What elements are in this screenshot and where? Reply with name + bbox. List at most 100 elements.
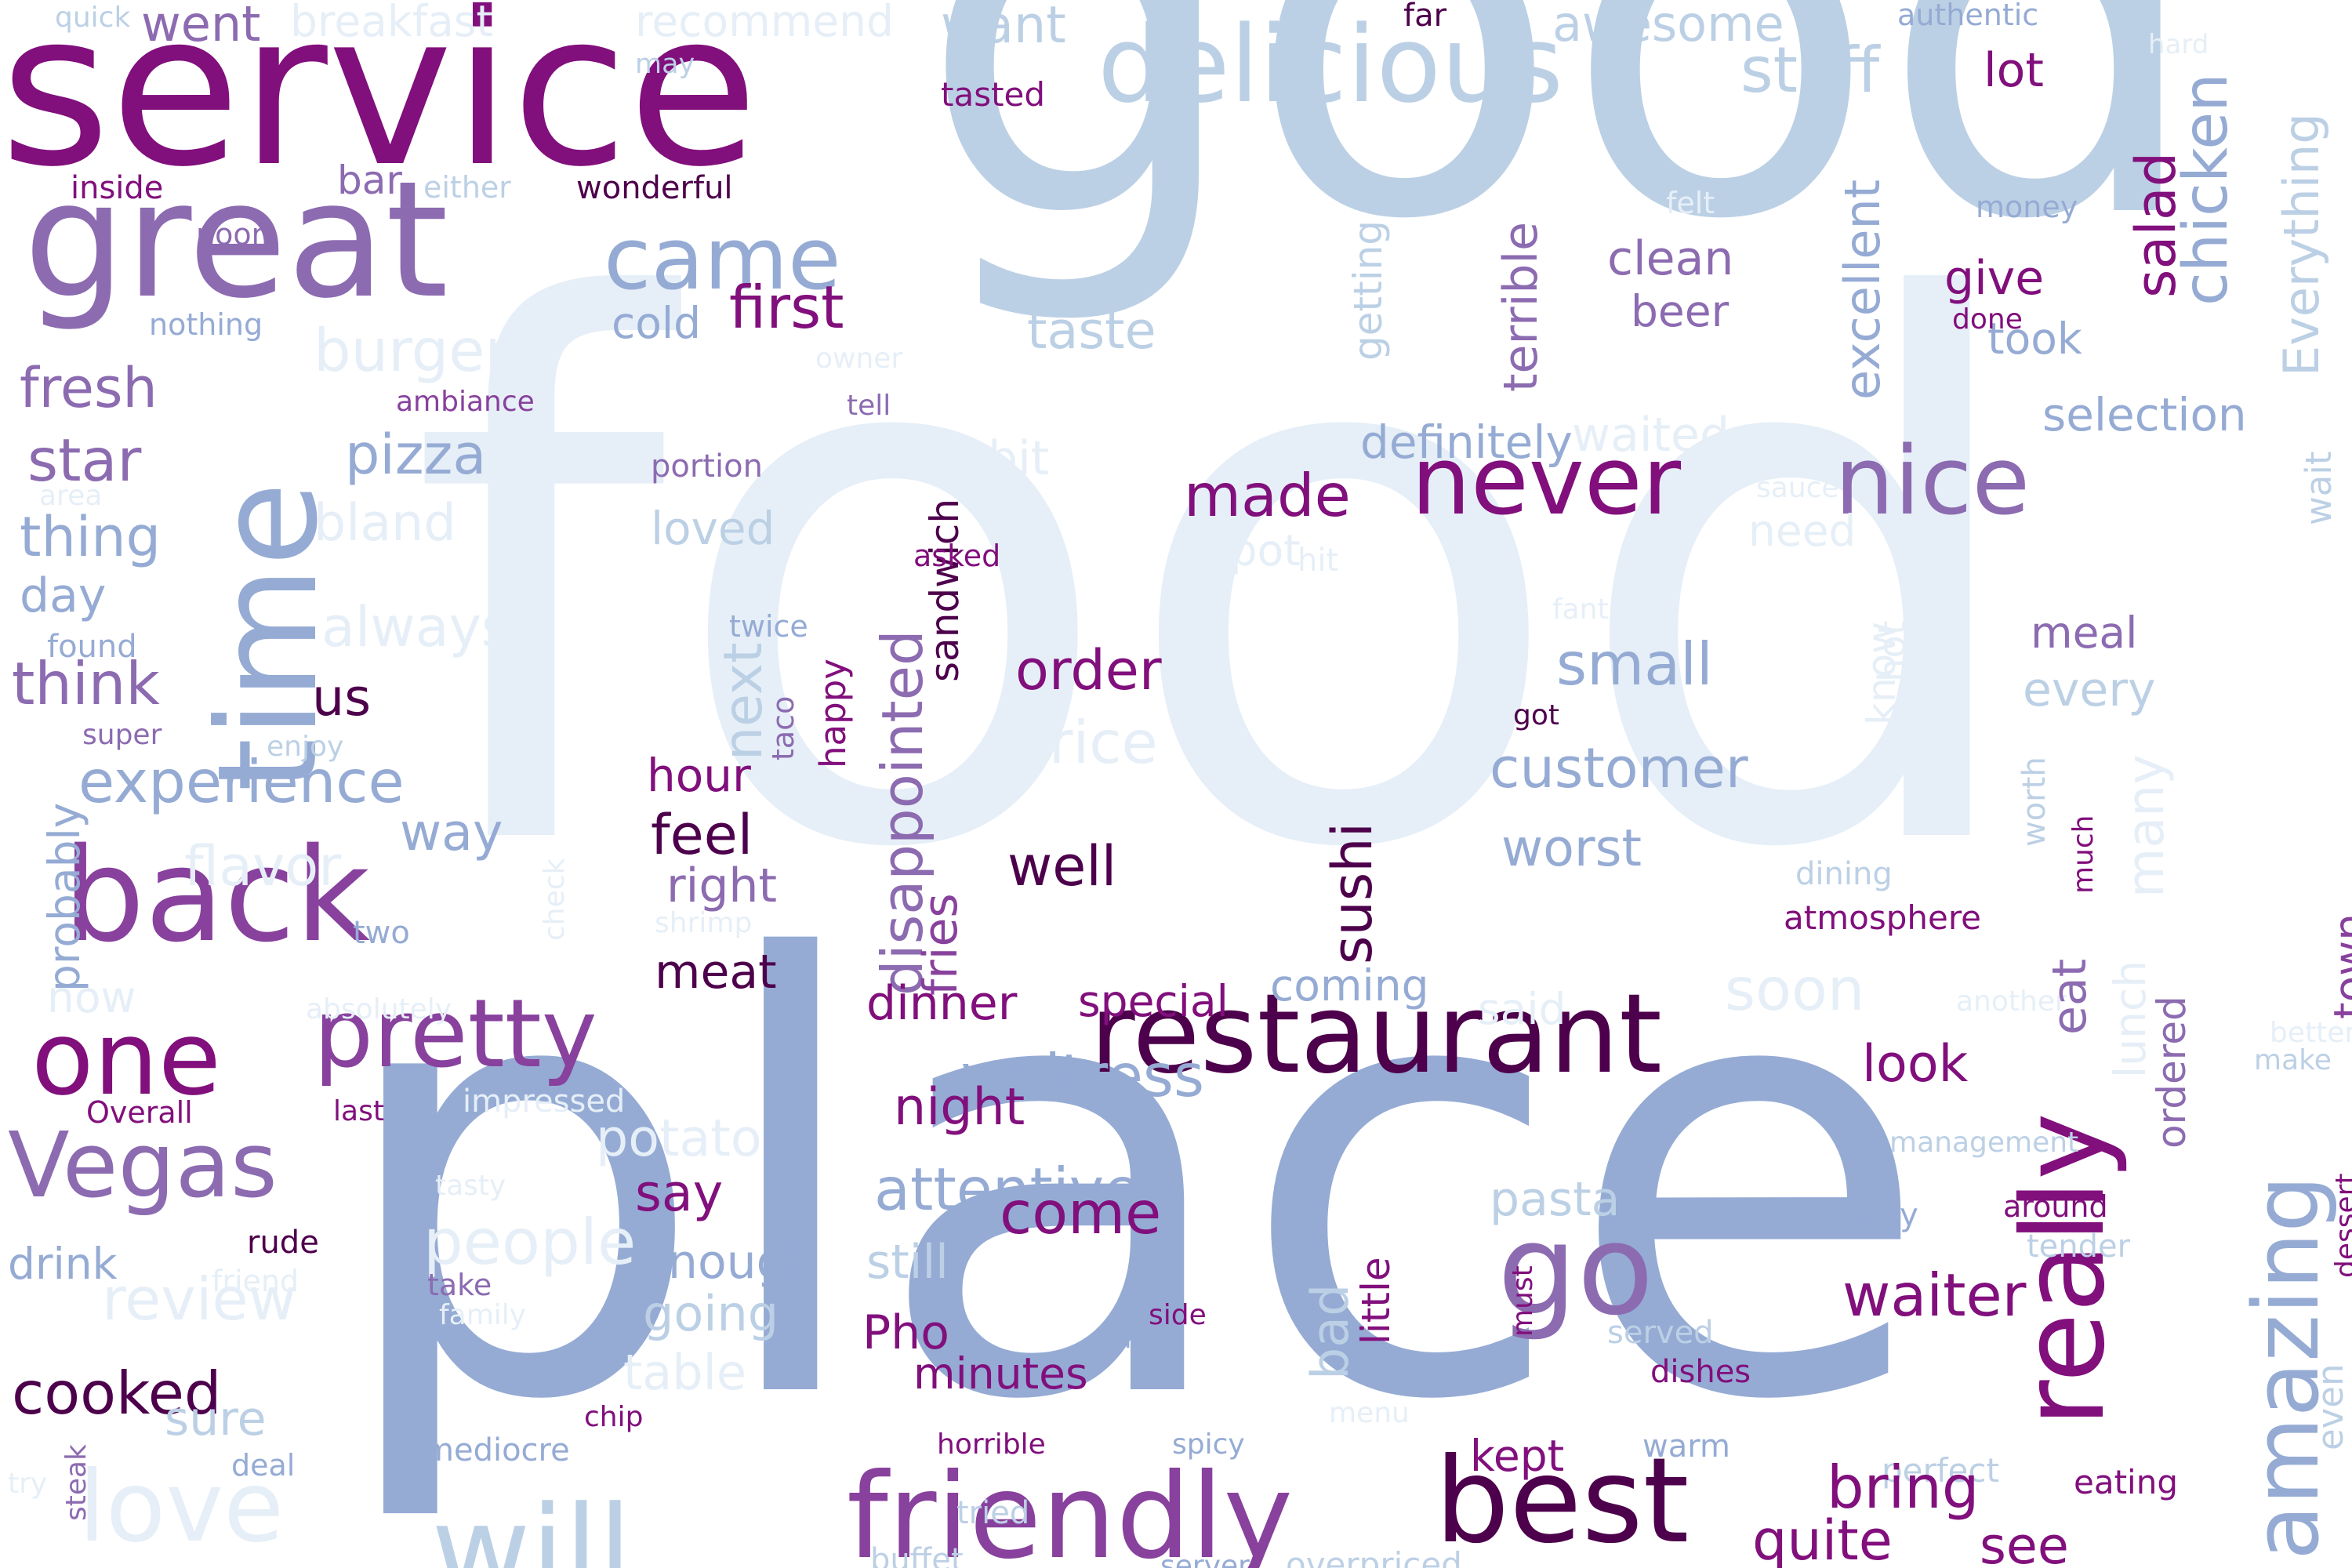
word-recommend: recommend	[635, 0, 894, 46]
word-make: make	[2254, 1044, 2332, 1076]
word-coming: coming	[1270, 960, 1429, 1011]
word-probably: probably	[39, 802, 89, 992]
word-better: better	[2270, 1017, 2352, 1049]
word-back: back	[63, 820, 371, 971]
word-little: little	[1353, 1257, 1399, 1345]
word-soon: soon	[1725, 955, 1865, 1024]
word-special: special	[1078, 976, 1229, 1026]
word-taco: taco	[766, 695, 800, 760]
word-much: much	[2067, 815, 2100, 895]
word-tasted: tasted	[941, 75, 1046, 114]
word-money: money	[1976, 190, 2078, 224]
word-bit: bit	[988, 431, 1050, 486]
word-worst: worst	[1501, 819, 1642, 878]
word-super: super	[82, 719, 162, 751]
word-may: may	[635, 49, 695, 80]
word-horrible: horrible	[937, 1428, 1046, 1461]
word-give: give	[1944, 251, 2045, 306]
word-family: family	[439, 1299, 527, 1331]
word-awesome: awesome	[1552, 0, 1784, 53]
word-bar: bar	[337, 158, 402, 203]
word-another: another	[1956, 985, 2067, 1018]
word-thing: thing	[20, 505, 162, 569]
word-perfect: perfect	[1882, 1451, 1999, 1490]
word-never: never	[1411, 427, 1682, 536]
word-love: love	[78, 1450, 285, 1564]
word-service: service	[0, 0, 759, 213]
word-nice: nice	[1835, 427, 2031, 536]
word-sure: sure	[165, 1392, 267, 1446]
word-tender: tender	[2027, 1229, 2131, 1265]
word-done: done	[1952, 303, 2023, 336]
word-eating: eating	[2074, 1463, 2178, 1501]
word-experience: experience	[78, 747, 405, 816]
word-sandwich: sandwich	[922, 498, 967, 682]
word-quite: quite	[1752, 1508, 1893, 1568]
word-tell: tell	[847, 390, 891, 422]
word-everything: Everything	[2273, 113, 2330, 376]
word-sauce: sauce	[1756, 472, 1839, 504]
word-beer: beer	[1631, 286, 1730, 336]
word-found: found	[47, 629, 137, 665]
word-dinner: dinner	[866, 976, 1018, 1031]
word-cold: cold	[612, 298, 702, 348]
word-area: area	[39, 480, 103, 512]
word-now: now	[47, 972, 136, 1022]
word-one: one	[31, 999, 221, 1118]
word-atmosphere: atmosphere	[1784, 898, 1981, 937]
word-steak: steak	[60, 1444, 93, 1521]
word-last: last	[333, 1095, 384, 1127]
word-management: management	[1889, 1127, 2079, 1159]
word-definitely: definitely	[1360, 416, 1573, 469]
word-order: order	[1015, 638, 1162, 702]
word-sushi: sushi	[1320, 822, 1385, 964]
word-attentive: attentive	[874, 1155, 1141, 1224]
word-see: see	[1980, 1517, 2069, 1568]
word-salad: salad	[2124, 151, 2188, 298]
word-every: every	[2023, 662, 2156, 717]
word-check: check	[539, 858, 571, 941]
word-two: two	[353, 915, 410, 951]
word-minutes: minutes	[913, 1348, 1088, 1399]
word-side: side	[1149, 1299, 1207, 1331]
word-dessert: dessert	[2330, 1173, 2352, 1278]
word-fresh: fresh	[20, 356, 158, 420]
word-got: got	[1513, 699, 1559, 731]
word-way: way	[400, 804, 503, 862]
word-need: need	[1748, 506, 1857, 556]
word-pho: Pho	[862, 1305, 949, 1360]
word-overall: Overall	[86, 1095, 193, 1130]
word-dining: dining	[1795, 856, 1893, 892]
word-bland: bland	[314, 494, 456, 553]
word-eat: eat	[2042, 958, 2097, 1035]
word-said: said	[1478, 984, 1566, 1034]
word-chip: chip	[584, 1401, 644, 1433]
word-lot: lot	[1984, 43, 2044, 98]
word-happy: happy	[812, 659, 854, 768]
word-pretty: pretty	[314, 980, 597, 1089]
word-restaurant: restaurant	[1090, 971, 1662, 1098]
word-impressed: impressed	[463, 1083, 626, 1120]
word-taste: taste	[1027, 302, 1156, 361]
word-absolutely: absolutely	[306, 993, 452, 1025]
word-friendly: friendly	[847, 1449, 1294, 1568]
word-price: price	[1011, 708, 1158, 777]
word-meal: meal	[2031, 608, 2138, 658]
word-selection: selection	[2042, 388, 2247, 441]
word-place: place	[329, 837, 1933, 1530]
word-take: take	[427, 1268, 492, 1302]
word-drink: drink	[8, 1239, 118, 1289]
word-next: next	[713, 642, 775, 760]
word-look: look	[1862, 1035, 1969, 1094]
word-star: star	[27, 426, 142, 495]
word-fantastic: fantastic	[1552, 593, 1675, 626]
word-dishes: dishes	[1650, 1354, 1751, 1390]
word-warm: warm	[1642, 1428, 1730, 1465]
word-waiter: waiter	[1842, 1261, 2027, 1330]
word-know: know	[1859, 621, 1904, 725]
word-buffet: buffet	[870, 1542, 964, 1568]
word-either: either	[423, 170, 511, 205]
word-wonderful: wonderful	[576, 170, 733, 206]
word-best: best	[1435, 1433, 1690, 1568]
word-going: going	[643, 1285, 779, 1342]
